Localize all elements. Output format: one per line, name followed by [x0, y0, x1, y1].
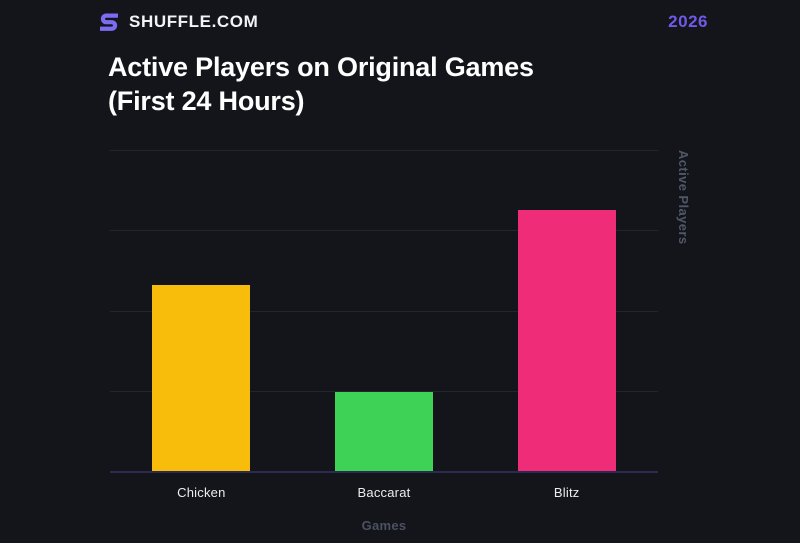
- x-label-slot: Blitz: [475, 485, 658, 500]
- x-axis-title: Games: [361, 518, 407, 533]
- bar-slot: [475, 150, 658, 471]
- x-axis-label-blitz: Blitz: [553, 485, 580, 500]
- x-label-slot: Chicken: [110, 485, 293, 500]
- chart-title-line1: Active Players on Original Games: [108, 52, 534, 82]
- bars-container: [110, 150, 658, 471]
- gridline: [110, 230, 658, 232]
- chart-title: Active Players on Original Games (First …: [108, 50, 628, 118]
- x-axis-labels: Chicken Baccarat Blitz: [110, 485, 658, 500]
- x-axis-label-chicken: Chicken: [177, 485, 226, 500]
- x-axis-label-baccarat: Baccarat: [357, 485, 411, 500]
- bar-slot: [110, 150, 293, 471]
- brand-name: SHUFFLE.COM: [129, 12, 259, 31]
- x-label-slot: Baccarat: [293, 485, 476, 500]
- gridline: [110, 390, 658, 392]
- header: SHUFFLE.COM 2026: [0, 0, 800, 44]
- chart-title-line2: (First 24 Hours): [108, 86, 305, 116]
- year-label: 2026: [668, 12, 708, 31]
- y-axis-title: Active Players: [676, 150, 691, 245]
- bar-baccarat: [335, 392, 433, 471]
- bar-chart-plot: [110, 150, 658, 473]
- brand: SHUFFLE.COM: [96, 10, 258, 34]
- bar-blitz: [517, 210, 616, 471]
- gridline: [110, 310, 658, 312]
- bar-slot: [293, 150, 476, 471]
- gridline: [110, 150, 658, 151]
- shuffle-logo-icon: [96, 10, 122, 34]
- bar-chicken: [152, 284, 251, 471]
